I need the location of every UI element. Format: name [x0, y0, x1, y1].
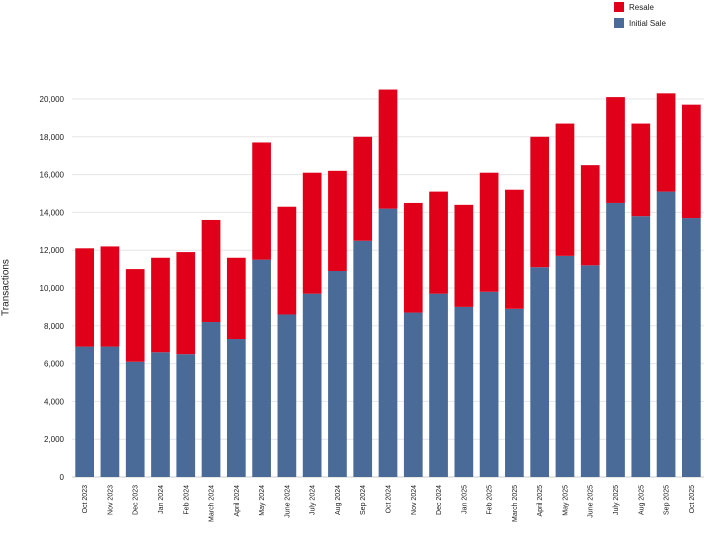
x-tick-label: March 2025	[512, 485, 519, 522]
x-tick-label: Dec 2023	[133, 485, 140, 515]
x-tick-label: Oct 2025	[689, 485, 696, 514]
x-tick-label: April 2025	[537, 485, 544, 517]
x-tick-label: Feb 2025	[487, 485, 494, 515]
x-tick-label: Sep 2024	[360, 485, 367, 515]
x-tick-label: Aug 2024	[335, 485, 342, 515]
bar-initial-sale	[479, 291, 499, 477]
bar-initial-sale	[454, 306, 474, 477]
bar-initial-sale	[378, 208, 398, 477]
x-tick-label: Nov 2024	[411, 485, 418, 515]
bar-resale	[201, 219, 221, 323]
bar-resale	[378, 89, 398, 209]
y-tick-label: 2,000	[44, 435, 65, 444]
bar-resale	[454, 204, 474, 307]
bar-resale	[176, 252, 196, 355]
y-tick-label: 18,000	[40, 133, 65, 142]
x-tick-label: Dec 2024	[436, 485, 443, 515]
x-tick-label: May 2024	[259, 485, 266, 516]
bar-initial-sale	[429, 293, 448, 477]
bar-initial-sale	[252, 259, 271, 477]
x-tick-label: July 2024	[310, 485, 317, 515]
y-tick-label: 0	[60, 473, 65, 482]
y-axis-title: Transactions	[0, 259, 12, 316]
legend-swatch-resale	[614, 2, 624, 12]
bar-initial-sale	[580, 265, 600, 477]
bar-initial-sale	[353, 240, 373, 477]
bar-resale	[125, 269, 145, 362]
x-tick-label: Sep 2025	[664, 485, 671, 515]
bar-initial-sale	[505, 308, 524, 477]
legend-label-initial-sale: Initial Sale	[629, 18, 666, 28]
bar-resale	[353, 136, 373, 241]
x-tick-label: Jan 2024	[158, 485, 165, 514]
bar-resale	[656, 93, 676, 192]
bar-resale	[580, 165, 600, 266]
bar-resale	[505, 189, 524, 309]
y-tick-label: 4,000	[44, 397, 65, 406]
legend: Resale Initial Sale	[614, 0, 666, 32]
x-tick-label: Jan 2025	[461, 485, 468, 514]
x-tick-label: Aug 2025	[638, 485, 645, 515]
bar-resale	[479, 172, 499, 292]
bar-initial-sale	[125, 361, 145, 477]
bar-initial-sale	[656, 191, 676, 478]
bar-initial-sale	[403, 312, 423, 477]
bar-resale	[555, 123, 575, 256]
bar-resale	[100, 246, 120, 347]
bar-initial-sale	[176, 354, 196, 477]
bar-initial-sale	[75, 346, 94, 477]
x-tick-label: July 2025	[613, 485, 620, 515]
bar-initial-sale	[328, 270, 347, 477]
x-tick-label: Nov 2023	[107, 485, 114, 515]
x-tick-label: June 2024	[284, 485, 291, 518]
x-tick-label: May 2025	[562, 485, 569, 516]
bar-initial-sale	[530, 267, 550, 477]
bar-initial-sale	[606, 202, 625, 477]
bar-resale	[226, 257, 246, 340]
bar-initial-sale	[277, 314, 297, 477]
legend-swatch-initial-sale	[614, 18, 624, 28]
bar-resale	[302, 172, 322, 294]
y-tick-label: 20,000	[40, 95, 65, 104]
bar-initial-sale	[201, 322, 221, 477]
x-tick-label: Feb 2024	[183, 485, 190, 515]
bar-initial-sale	[100, 346, 120, 477]
bar-initial-sale	[302, 293, 322, 477]
bar-initial-sale	[226, 339, 246, 477]
bar-resale	[75, 248, 94, 347]
x-tick-label: March 2024	[209, 485, 216, 522]
bar-resale	[403, 202, 423, 313]
legend-item-initial-sale[interactable]: Initial Sale	[614, 16, 666, 30]
bar-resale	[151, 257, 170, 353]
x-tick-label: June 2025	[588, 485, 595, 518]
bar-initial-sale	[151, 352, 170, 477]
bar-resale	[682, 104, 701, 219]
legend-item-resale[interactable]: Resale	[614, 0, 666, 14]
bar-resale	[277, 206, 297, 315]
y-tick-label: 14,000	[40, 208, 65, 217]
legend-label-resale: Resale	[629, 2, 654, 12]
bar-resale	[631, 123, 651, 217]
y-tick-label: 6,000	[44, 360, 65, 369]
bar-resale	[606, 97, 625, 203]
bar-resale	[530, 136, 550, 268]
y-tick-label: 10,000	[40, 284, 65, 293]
y-tick-label: 8,000	[44, 322, 65, 331]
bar-resale	[252, 142, 271, 260]
x-tick-label: April 2024	[234, 485, 241, 517]
y-tick-label: 12,000	[40, 246, 65, 255]
bar-initial-sale	[631, 216, 651, 477]
bar-initial-sale	[682, 218, 701, 477]
bar-initial-sale	[555, 255, 575, 477]
bar-resale	[328, 170, 347, 271]
y-tick-label: 16,000	[40, 171, 65, 180]
x-tick-label: Oct 2023	[82, 485, 89, 514]
bar-resale	[429, 191, 448, 294]
x-tick-label: Oct 2024	[386, 485, 393, 514]
